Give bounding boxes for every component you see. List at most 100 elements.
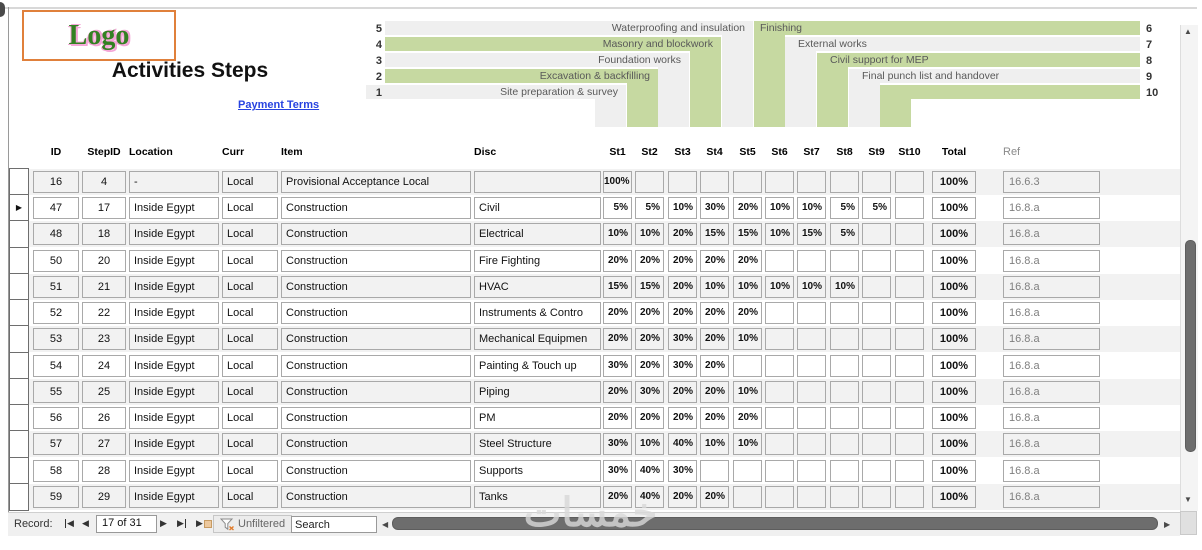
cell-st2[interactable]: 5% [635,197,664,219]
cell-total[interactable]: 100% [932,171,976,193]
cell-st6[interactable] [765,407,794,429]
filter-button[interactable]: Unfiltered [213,515,293,533]
cell-st4[interactable]: 20% [700,250,729,272]
cell-item[interactable]: Construction [281,276,471,298]
cell-step_id[interactable]: 4 [82,171,126,193]
cell-st10[interactable] [895,407,924,429]
record-selector[interactable] [9,378,29,406]
cell-st7[interactable] [797,355,826,377]
cell-curr[interactable]: Local [222,355,278,377]
cell-st6[interactable]: 10% [765,276,794,298]
cell-st9[interactable] [862,276,891,298]
cell-item[interactable]: Construction [281,355,471,377]
cell-st4[interactable]: 10% [700,433,729,455]
cell-st7[interactable] [797,381,826,403]
cell-st5[interactable]: 10% [733,433,762,455]
cell-item[interactable]: Construction [281,302,471,324]
cell-st3[interactable]: 10% [668,197,697,219]
cell-disc[interactable]: HVAC [474,276,601,298]
cell-st3[interactable]: 40% [668,433,697,455]
cell-id[interactable]: 52 [33,302,79,324]
cell-st1[interactable]: 20% [603,381,632,403]
cell-st2[interactable]: 20% [635,250,664,272]
cell-location[interactable]: Inside Egypt [129,302,219,324]
cell-item[interactable]: Construction [281,460,471,482]
cell-curr[interactable]: Local [222,171,278,193]
cell-disc[interactable]: Electrical [474,223,601,245]
cell-id[interactable]: 54 [33,355,79,377]
cell-total[interactable]: 100% [932,486,976,508]
cell-st9[interactable] [862,223,891,245]
cell-step_id[interactable]: 17 [82,197,126,219]
cell-location[interactable]: Inside Egypt [129,197,219,219]
cell-st8[interactable] [830,302,859,324]
cell-st1[interactable]: 30% [603,433,632,455]
cell-st1[interactable]: 30% [603,460,632,482]
cell-location[interactable]: Inside Egypt [129,328,219,350]
cell-st4[interactable]: 10% [700,276,729,298]
cell-curr[interactable]: Local [222,250,278,272]
cell-st8[interactable] [830,250,859,272]
cell-ref[interactable]: 16.8.a [1003,250,1100,272]
record-selector[interactable] [9,325,29,353]
cell-st10[interactable] [895,302,924,324]
record-selector[interactable] [9,220,29,248]
cell-total[interactable]: 100% [932,328,976,350]
cell-step_id[interactable]: 21 [82,276,126,298]
cell-st4[interactable] [700,171,729,193]
cell-st5[interactable]: 20% [733,407,762,429]
cell-st2[interactable]: 15% [635,276,664,298]
cell-st5[interactable] [733,460,762,482]
cell-ref[interactable]: 16.8.a [1003,381,1100,403]
cell-st8[interactable] [830,355,859,377]
cell-st2[interactable]: 40% [635,460,664,482]
cell-step_id[interactable]: 29 [82,486,126,508]
cell-st3[interactable]: 30% [668,355,697,377]
cell-ref[interactable]: 16.8.a [1003,276,1100,298]
cell-st5[interactable]: 15% [733,223,762,245]
cell-st4[interactable]: 30% [700,197,729,219]
cell-st2[interactable]: 40% [635,486,664,508]
cell-disc[interactable] [474,171,601,193]
cell-st6[interactable] [765,381,794,403]
cell-total[interactable]: 100% [932,460,976,482]
record-selector[interactable] [9,273,29,301]
cell-total[interactable]: 100% [932,355,976,377]
cell-st8[interactable]: 10% [830,276,859,298]
cell-id[interactable]: 51 [33,276,79,298]
cell-location[interactable]: Inside Egypt [129,407,219,429]
cell-ref[interactable]: 16.8.a [1003,486,1100,508]
cell-step_id[interactable]: 23 [82,328,126,350]
cell-st4[interactable]: 15% [700,223,729,245]
record-selector[interactable] [9,430,29,458]
cell-st4[interactable]: 20% [700,407,729,429]
cell-disc[interactable]: Supports [474,460,601,482]
cell-st2[interactable]: 20% [635,302,664,324]
cell-st8[interactable] [830,171,859,193]
cell-location[interactable]: Inside Egypt [129,486,219,508]
cell-st1[interactable]: 15% [603,276,632,298]
cell-st10[interactable] [895,460,924,482]
cell-st7[interactable] [797,328,826,350]
cell-disc[interactable]: Instruments & Contro [474,302,601,324]
cell-ref[interactable]: 16.8.a [1003,460,1100,482]
cell-curr[interactable]: Local [222,328,278,350]
cell-id[interactable]: 55 [33,381,79,403]
cell-st10[interactable] [895,328,924,350]
cell-st3[interactable] [668,171,697,193]
cell-st1[interactable]: 20% [603,302,632,324]
cell-st4[interactable]: 20% [700,328,729,350]
cell-disc[interactable]: Civil [474,197,601,219]
cell-location[interactable]: Inside Egypt [129,433,219,455]
cell-st9[interactable] [862,433,891,455]
cell-st6[interactable] [765,433,794,455]
cell-st3[interactable]: 20% [668,381,697,403]
record-selector[interactable] [9,168,29,196]
cell-st10[interactable] [895,486,924,508]
cell-st10[interactable] [895,355,924,377]
cell-st10[interactable] [895,381,924,403]
cell-id[interactable]: 50 [33,250,79,272]
cell-location[interactable]: Inside Egypt [129,381,219,403]
cell-st10[interactable] [895,250,924,272]
cell-st10[interactable] [895,197,924,219]
